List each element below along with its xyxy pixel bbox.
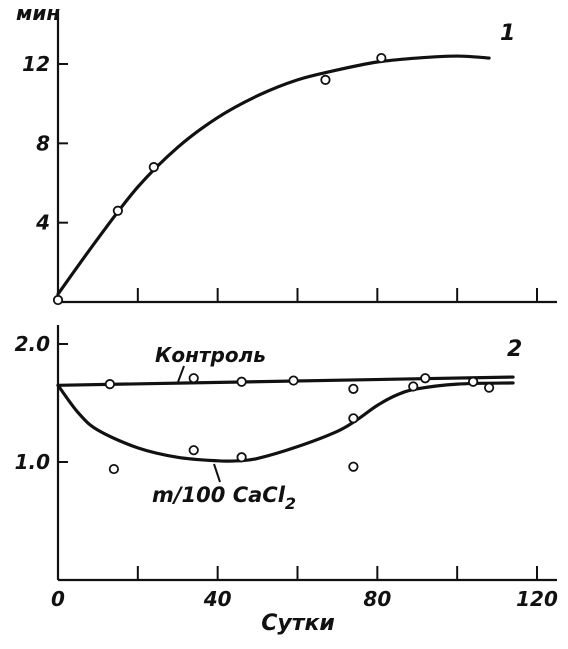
panel1-data-point bbox=[112, 205, 123, 216]
panel2-data-point bbox=[348, 461, 359, 472]
panel1-label: 1 bbox=[500, 21, 515, 46]
panel2-data-point bbox=[420, 373, 431, 384]
panel2-label: 2 bbox=[507, 337, 522, 362]
panel2-data-point bbox=[188, 445, 199, 456]
series-label-cacl2-sub: 2 bbox=[285, 494, 296, 513]
panel2-data-point bbox=[348, 383, 359, 394]
panel1-ylabel: мин bbox=[16, 1, 60, 25]
panel2-data-point bbox=[348, 413, 359, 424]
panel2-data-point bbox=[483, 382, 495, 393]
series-label-control: Контроль bbox=[155, 343, 266, 367]
panel2-data-point bbox=[468, 376, 479, 387]
panel2-data-point bbox=[408, 381, 419, 392]
panel1-series-0-line bbox=[56, 54, 491, 296]
panel1-data-point bbox=[148, 162, 159, 173]
panel2-y-tick-label: 1.0 bbox=[15, 450, 51, 474]
panel2-data-point bbox=[108, 463, 119, 475]
panel2-x-tick-label: 120 bbox=[516, 587, 558, 611]
panel2-data-point bbox=[188, 373, 199, 384]
panel2-data-point bbox=[236, 376, 247, 387]
panel1-data-point bbox=[320, 74, 331, 85]
leader-cacl2 bbox=[213, 463, 221, 483]
x-axis-label: Сутки bbox=[261, 611, 335, 636]
panel2-data-point bbox=[104, 379, 115, 390]
panel1-y-tick-label: 8 bbox=[36, 131, 50, 155]
panel1-data-point bbox=[52, 294, 64, 306]
leader-control bbox=[177, 365, 185, 383]
panel2-x-tick-label: 40 bbox=[203, 587, 232, 611]
series-label-cacl2: m/100 CaCl2 bbox=[152, 483, 296, 513]
panel1-y-tick-label: 12 bbox=[22, 52, 50, 76]
series-label-cacl2-main: m/100 CaCl bbox=[152, 483, 286, 507]
panel2-x-tick-label: 0 bbox=[51, 587, 65, 611]
panel2-x-tick-label: 80 bbox=[363, 587, 391, 611]
panel2-series-0-line bbox=[56, 375, 515, 387]
panel2-y-tick-label: 2.0 bbox=[15, 332, 51, 356]
panel2-data-point bbox=[236, 452, 247, 463]
panel1-y-tick-label: 4 bbox=[35, 211, 50, 235]
panel1-data-point bbox=[376, 52, 387, 64]
panel2-data-point bbox=[288, 375, 299, 386]
panel2-series-1-line bbox=[56, 381, 515, 463]
